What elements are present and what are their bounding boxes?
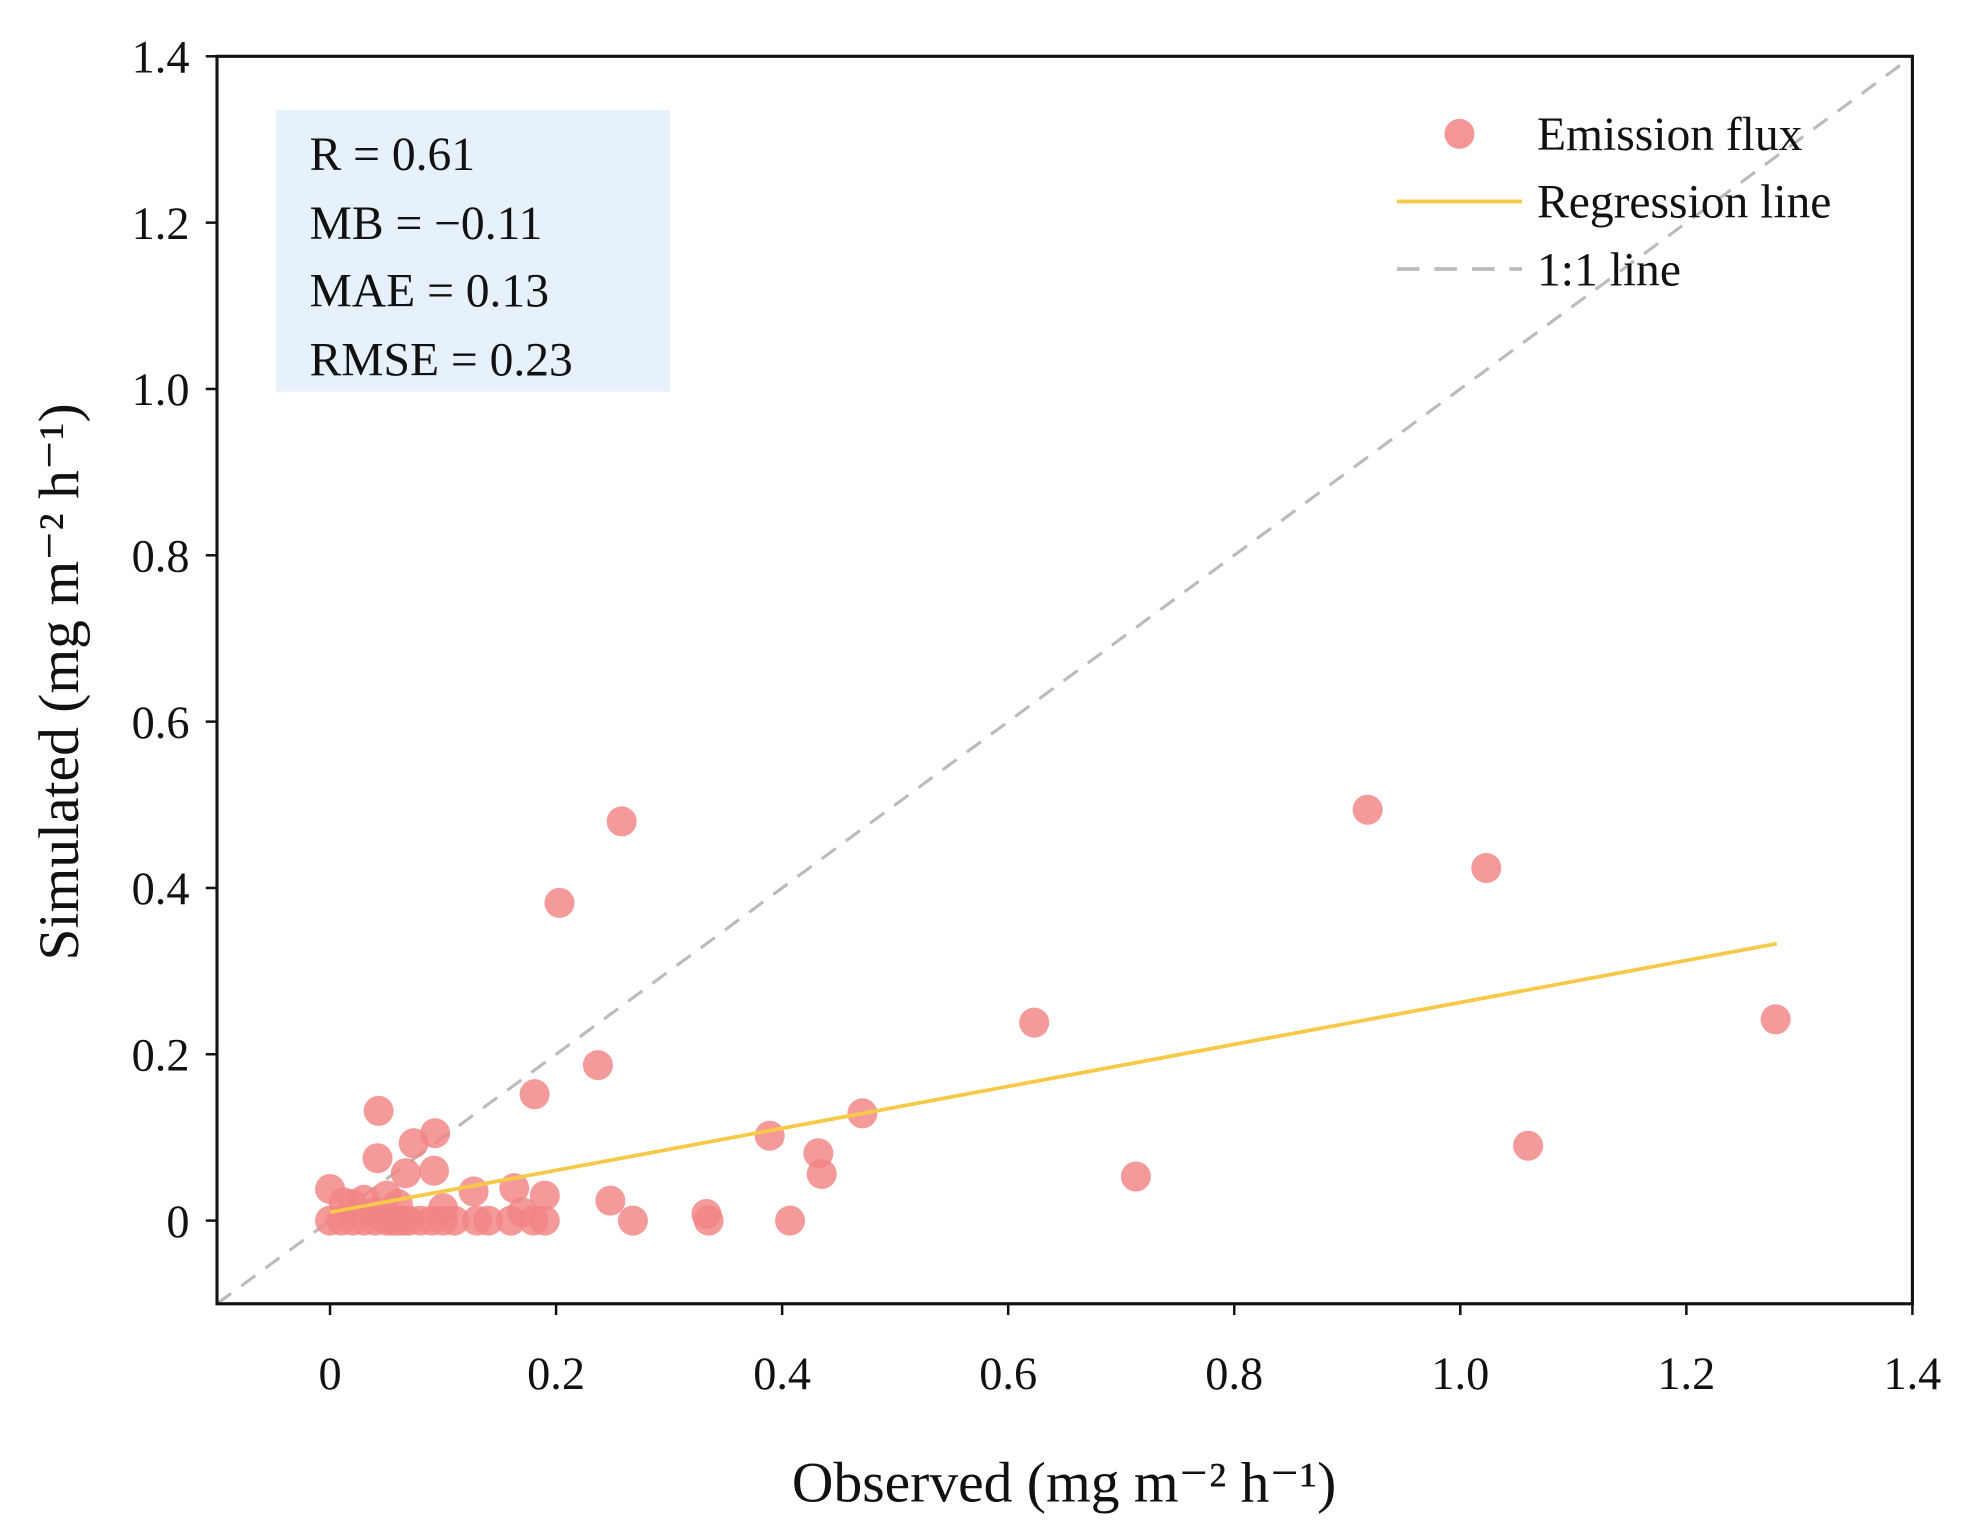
regression-line <box>329 941 1778 1215</box>
data-point <box>458 1176 489 1207</box>
data-point <box>363 1095 394 1126</box>
x-tick-label: 1.4 <box>1883 1349 1941 1400</box>
legend-label-1to1: 1:1 line <box>1537 244 1681 296</box>
data-point <box>1120 1161 1151 1192</box>
y-tick-label: 0 <box>166 1197 189 1248</box>
data-point <box>1019 1007 1050 1038</box>
data-point <box>362 1143 393 1174</box>
data-point <box>1513 1130 1544 1161</box>
y-tick-label: 0.2 <box>132 1031 190 1082</box>
data-point <box>398 1128 429 1159</box>
y-tick-label: 0.6 <box>132 698 190 749</box>
x-tick-label: 0 <box>318 1349 341 1400</box>
data-point <box>428 1193 459 1224</box>
data-point <box>582 1050 613 1081</box>
legend-marker-emission <box>1444 118 1475 149</box>
data-point <box>1471 852 1502 884</box>
data-point <box>1352 794 1383 825</box>
x-tick-label: 0.6 <box>979 1349 1037 1400</box>
data-point <box>519 1079 550 1110</box>
x-tick-label: 0.8 <box>1205 1349 1263 1400</box>
legend-label-emission: Emission flux <box>1537 109 1803 161</box>
stat-mae: MAE = 0.13 <box>310 266 549 318</box>
x-axis-label: Observed (mg m⁻² h⁻¹) <box>792 1451 1336 1514</box>
stats-box <box>275 110 670 392</box>
stat-mb: MB = −0.11 <box>310 198 543 250</box>
legend: Emission flux Regression line 1:1 line <box>1396 109 1831 296</box>
x-tick-label: 1.0 <box>1431 1349 1489 1400</box>
data-point <box>775 1205 806 1236</box>
data-point <box>529 1205 560 1236</box>
data-point <box>473 1205 504 1236</box>
data-point <box>419 1155 450 1186</box>
data-point <box>529 1180 560 1211</box>
stat-rmse: RMSE = 0.23 <box>310 334 573 386</box>
stat-r: R = 0.61 <box>310 129 475 181</box>
y-tick-label: 1.0 <box>132 365 190 416</box>
ticks: 0 0.2 0.4 0.6 0.8 1.0 1.2 1.4 0 0.2 0.4 0.6 0.8 1.0 1.… <box>132 33 1942 1400</box>
one-to-one-line <box>216 55 1914 1306</box>
plot-marks <box>216 55 1914 1306</box>
y-tick-label: 1.2 <box>132 199 190 250</box>
y-tick-label: 1.4 <box>132 33 190 84</box>
y-tick-label: 0.4 <box>132 864 190 915</box>
data-point <box>693 1205 724 1236</box>
y-tick-label: 0.8 <box>132 532 190 583</box>
data-point <box>544 887 575 918</box>
data-point <box>754 1120 785 1151</box>
data-point <box>806 1159 837 1190</box>
data-point <box>1760 1004 1791 1035</box>
x-tick-label: 0.2 <box>527 1349 585 1400</box>
data-point <box>595 1185 626 1216</box>
x-tick-label: 0.4 <box>753 1349 811 1400</box>
plot-frame <box>215 54 1914 1306</box>
x-tick-label: 1.2 <box>1657 1349 1715 1400</box>
data-point <box>617 1205 648 1236</box>
y-axis-label: Simulated (mg m⁻² h⁻¹) <box>28 403 91 960</box>
data-point <box>606 806 637 837</box>
data-point <box>507 1197 538 1228</box>
data-point <box>390 1158 421 1189</box>
legend-label-regression: Regression line <box>1537 177 1831 229</box>
